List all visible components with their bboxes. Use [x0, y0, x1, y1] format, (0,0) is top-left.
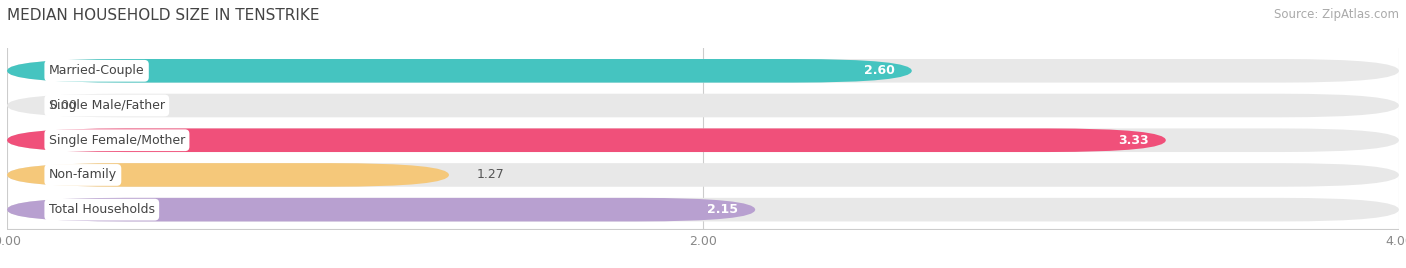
Text: MEDIAN HOUSEHOLD SIZE IN TENSTRIKE: MEDIAN HOUSEHOLD SIZE IN TENSTRIKE [7, 8, 319, 23]
FancyBboxPatch shape [7, 128, 1166, 152]
Text: 3.33: 3.33 [1118, 134, 1149, 147]
FancyBboxPatch shape [7, 59, 1399, 83]
FancyBboxPatch shape [7, 163, 1399, 187]
Text: 2.60: 2.60 [863, 64, 894, 77]
FancyBboxPatch shape [7, 198, 1399, 221]
Text: Non-family: Non-family [49, 169, 117, 181]
FancyBboxPatch shape [7, 198, 755, 221]
FancyBboxPatch shape [7, 128, 1399, 152]
Text: Married-Couple: Married-Couple [49, 64, 145, 77]
FancyBboxPatch shape [7, 94, 1399, 117]
Text: Total Households: Total Households [49, 203, 155, 216]
Text: Single Male/Father: Single Male/Father [49, 99, 165, 112]
Text: Single Female/Mother: Single Female/Mother [49, 134, 186, 147]
FancyBboxPatch shape [7, 59, 912, 83]
Text: 0.00: 0.00 [49, 99, 77, 112]
FancyBboxPatch shape [7, 163, 449, 187]
Text: 2.15: 2.15 [707, 203, 738, 216]
Text: 1.27: 1.27 [477, 169, 505, 181]
Text: Source: ZipAtlas.com: Source: ZipAtlas.com [1274, 8, 1399, 21]
